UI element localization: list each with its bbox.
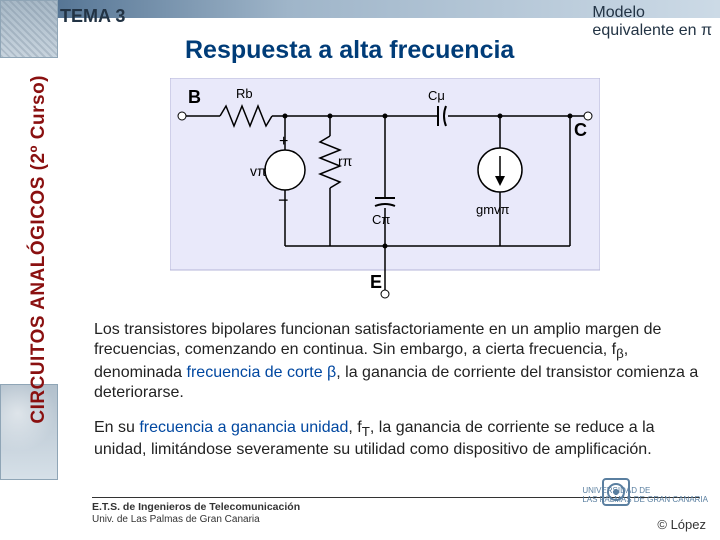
lbl-Rb: Rb: [236, 86, 253, 101]
hl-ft: frecuencia a ganancia unidad: [139, 419, 348, 436]
lbl-C: C: [574, 120, 587, 140]
lbl-vpi: vπ: [250, 163, 267, 179]
lbl-Cmu: Cμ: [428, 88, 445, 103]
page-title: Respuesta a alta frecuencia: [185, 36, 514, 65]
lbl-B: B: [188, 87, 201, 107]
side-course-label: CIRCUITOS ANALÓGICOS (2º Curso): [28, 75, 50, 424]
circuit-diagram: B C E Rb + vπ − rπ Cμ Cπ gmvπ: [170, 78, 600, 313]
copyright: © López: [657, 517, 706, 532]
footer-text: E.T.S. de Ingenieros de Telecomunicación…: [92, 501, 300, 526]
modelo-line2: equivalente en π: [592, 22, 712, 39]
lbl-Cpi: Cπ: [372, 212, 390, 227]
lbl-rpi: rπ: [338, 153, 353, 169]
ulpgc-logo-text: UNIVERSIDAD DE LAS PALMAS DE GRAN CANARI…: [582, 487, 708, 504]
tema-label: TEMA 3: [60, 6, 125, 27]
modelo-label: Modelo equivalente en π: [592, 4, 712, 39]
hl-fcorte: frecuencia de corte β: [187, 364, 337, 381]
corner-texture-top: [0, 0, 58, 58]
lbl-E: E: [370, 272, 382, 292]
modelo-line1: Modelo: [592, 4, 644, 21]
lbl-gm: gmvπ: [476, 202, 510, 217]
lbl-minus: −: [278, 190, 289, 210]
lbl-plus: +: [279, 133, 288, 150]
paragraph-2: En su frecuencia a ganancia unidad, fT, …: [94, 418, 706, 461]
paragraph-1: Los transistores bipolares funcionan sat…: [94, 320, 706, 404]
